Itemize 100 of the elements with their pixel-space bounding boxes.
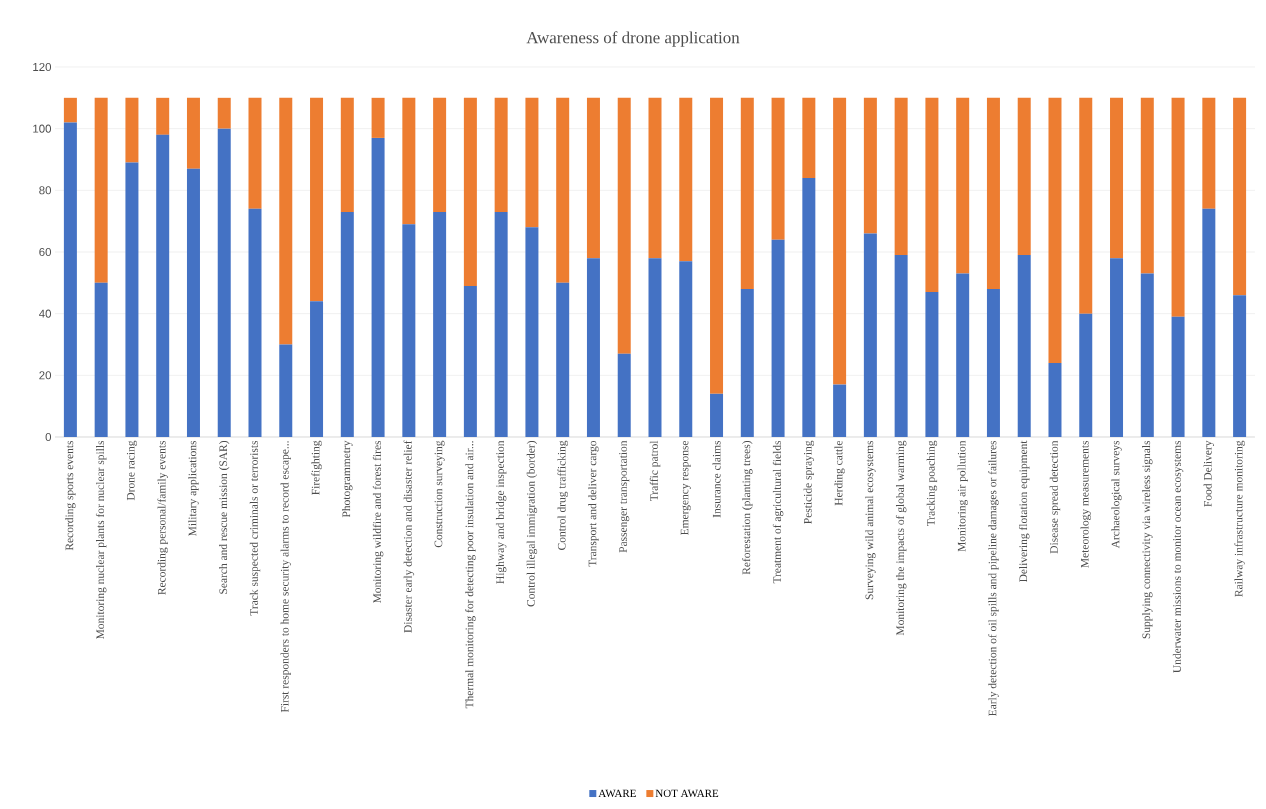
- bar: [1233, 97, 1247, 296]
- bar: [156, 134, 170, 437]
- x-tick-label: Military applications: [188, 440, 199, 536]
- bar: [925, 292, 939, 437]
- bar: [125, 97, 139, 163]
- x-tick-label: Disaster early detection and disaster relief: [403, 440, 415, 633]
- bar: [340, 211, 354, 437]
- bar: [402, 97, 416, 225]
- bar: [556, 282, 570, 437]
- bar: [648, 258, 662, 437]
- y-tick-label: 20: [39, 371, 52, 380]
- bar: [1202, 208, 1216, 437]
- x-tick-label: Tracking poaching: [926, 440, 938, 527]
- y-tick-label: 120: [33, 62, 52, 72]
- bar: [494, 211, 508, 437]
- bar: [94, 97, 108, 283]
- x-tick-label: Monitoring air pollution: [957, 440, 968, 552]
- x-tick-label: Railway infrastructure monitoring: [1234, 440, 1245, 597]
- bar: [1017, 255, 1031, 437]
- x-tick-label: Control illegal immigration (border): [526, 440, 538, 607]
- bar: [956, 273, 970, 437]
- x-tick-label: Emergency response: [680, 440, 691, 536]
- x-tick-label: First responders to home security alarms to record escape...: [280, 441, 291, 713]
- bar: [833, 97, 847, 385]
- bar: [586, 97, 600, 259]
- bar: [310, 301, 324, 437]
- bar: [402, 224, 416, 437]
- x-tick-label: Search and rescue mission (SAR): [219, 441, 230, 594]
- x-tick-label: Surveying wild animal ecosystems: [865, 440, 876, 600]
- bar: [740, 97, 754, 289]
- bar: [217, 97, 231, 129]
- x-tick-label: Disease spread detection: [1049, 440, 1061, 554]
- bar: [433, 97, 447, 212]
- y-tick-label: 40: [39, 309, 52, 318]
- bar: [679, 261, 693, 437]
- bar: [586, 258, 600, 437]
- bar: [156, 97, 170, 135]
- x-tick-label: Construction surveying: [434, 440, 445, 548]
- bar: [1017, 97, 1031, 256]
- bar: [710, 393, 724, 437]
- x-tick-label: Meteorology measurements: [1080, 440, 1091, 568]
- y-tick-label: 60: [39, 247, 52, 257]
- x-tick-label: Early detection of oil spills and pipeline damages or failures: [988, 440, 999, 717]
- bar: [802, 97, 816, 178]
- bar: [710, 97, 724, 394]
- x-tick-label: Recording personal/family events: [157, 440, 168, 595]
- bar: [1140, 97, 1154, 274]
- bar: [863, 97, 877, 234]
- bar: [433, 211, 447, 437]
- bar: [1110, 97, 1124, 259]
- bar: [186, 168, 200, 437]
- bar: [894, 255, 908, 437]
- x-tick-label: Drone racing: [126, 440, 137, 501]
- legend-label: NOT AWARE: [655, 789, 719, 798]
- x-tick-label: Food Delivery: [1203, 440, 1215, 507]
- bar: [494, 97, 508, 212]
- bar: [617, 353, 631, 437]
- bar: [1079, 97, 1093, 314]
- bar: [371, 137, 385, 437]
- bar: [925, 97, 939, 293]
- x-tick-label: Treatment of agricultural fields: [772, 440, 784, 584]
- bar: [894, 97, 908, 256]
- legend-label: AWARE: [598, 789, 636, 798]
- bar: [556, 97, 570, 283]
- y-tick-label: 0: [45, 432, 52, 442]
- x-tick-label: Track suspected criminals or terrorists: [249, 440, 261, 616]
- bar: [248, 97, 262, 209]
- bar: [217, 128, 231, 437]
- chart-title: Awareness of drone application: [526, 31, 740, 47]
- bar: [63, 122, 77, 437]
- bar: [279, 344, 293, 437]
- x-tick-label: Herding cattle: [834, 440, 845, 506]
- bar: [1110, 258, 1124, 437]
- bar: [463, 285, 477, 437]
- bar: [771, 97, 785, 240]
- bar: [371, 97, 385, 138]
- bar: [986, 97, 1000, 289]
- x-tick-label: Underwater missions to monitor ocean ecosystems: [1172, 440, 1184, 673]
- x-tick-label: Thermal monitoring for detecting poor insulation and air...: [465, 441, 476, 709]
- x-tick-label: Pesticide spraying: [803, 440, 815, 524]
- bar: [186, 97, 200, 169]
- bar: [63, 97, 77, 123]
- bar: [310, 97, 324, 302]
- bar: [1048, 97, 1062, 363]
- bar: [1171, 316, 1185, 437]
- bar: [1233, 295, 1247, 437]
- bar: [956, 97, 970, 274]
- bar: [648, 97, 662, 259]
- x-tick-label: Insurance claims: [712, 440, 721, 518]
- bar: [1140, 273, 1154, 437]
- x-tick-label: Monitoring nuclear plants for nuclear spills: [95, 440, 107, 640]
- y-tick-label: 100: [33, 124, 52, 133]
- bar: [740, 288, 754, 437]
- x-tick-label: Monitoring the impacts of global warming: [895, 440, 907, 636]
- bar: [863, 233, 877, 437]
- x-tick-label: Recording sports events: [65, 440, 76, 551]
- x-tick-label: Control drug trafficking: [557, 440, 568, 550]
- bar: [679, 97, 693, 262]
- bar: [125, 162, 139, 437]
- bar: [802, 177, 816, 437]
